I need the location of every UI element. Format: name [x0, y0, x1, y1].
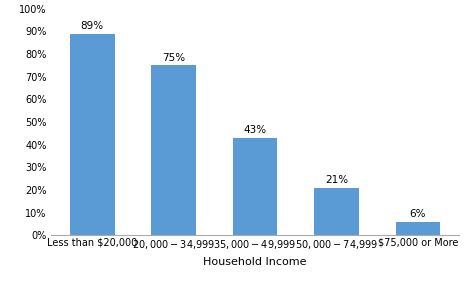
Text: 89%: 89%: [80, 21, 104, 31]
Text: 6%: 6%: [410, 209, 426, 219]
Bar: [233, 138, 278, 235]
Text: 43%: 43%: [243, 125, 267, 135]
Bar: [314, 188, 359, 235]
Bar: [151, 66, 196, 235]
Bar: [70, 34, 115, 235]
X-axis label: Household Income: Household Income: [203, 257, 307, 267]
Bar: [395, 222, 440, 235]
Text: 75%: 75%: [162, 53, 185, 63]
Text: 21%: 21%: [325, 175, 348, 185]
